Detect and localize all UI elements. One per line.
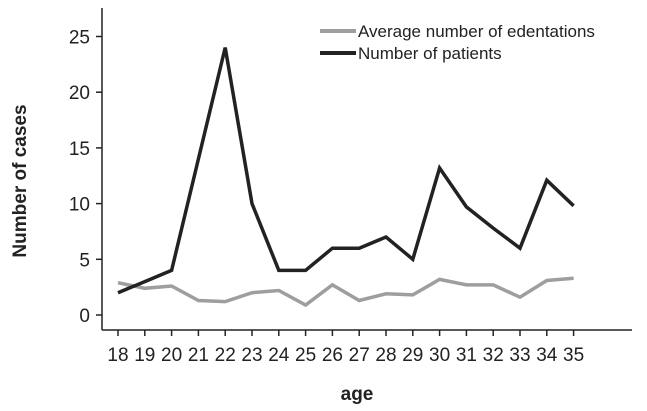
legend-label-1: Average number of edentations [358,22,595,41]
y-tick-label: 10 [69,195,90,216]
x-tick-label: 27 [349,345,370,366]
y-tick-label: 0 [79,306,90,327]
x-tick-label: 22 [215,345,236,366]
y-tick-label: 20 [69,83,90,104]
y-axis-title-group: Number of cases [10,104,31,257]
y-ticks: 0 5 10 15 20 25 [69,28,102,327]
x-tick-label: 25 [295,345,316,366]
x-tick-label: 26 [322,345,343,366]
x-tick-label: 23 [241,345,262,366]
y-tick-label: 5 [79,250,90,271]
x-tick-label: 20 [161,345,182,366]
x-tick-label: 30 [429,345,450,366]
legend-label-2: Number of patients [358,44,502,63]
y-tick-label: 15 [69,139,90,160]
x-tick-label: 33 [509,345,530,366]
y-axis-title: Number of cases [10,104,31,257]
x-tick-label: 24 [268,345,290,366]
x-tick-label: 21 [188,345,209,366]
x-ticks: 18 19 20 21 22 23 24 25 26 27 28 29 30 31 32 33 34 35 [107,330,584,366]
x-tick-label: 18 [107,345,128,366]
series-lines [117,47,575,308]
series-line-1 [117,276,574,308]
x-tick-label: 19 [134,345,155,366]
legend: Average number of edentations Number of p… [320,22,595,63]
series-line-2 [117,47,575,295]
x-tick-label: 28 [375,345,396,366]
x-tick-label: 35 [563,345,584,366]
x-tick-label: 32 [483,345,504,366]
x-tick-label: 31 [456,345,477,366]
x-axis-title: age [341,384,374,405]
x-tick-label: 29 [402,345,423,366]
x-tick-label: 34 [536,345,558,366]
y-tick-label: 25 [69,28,90,49]
